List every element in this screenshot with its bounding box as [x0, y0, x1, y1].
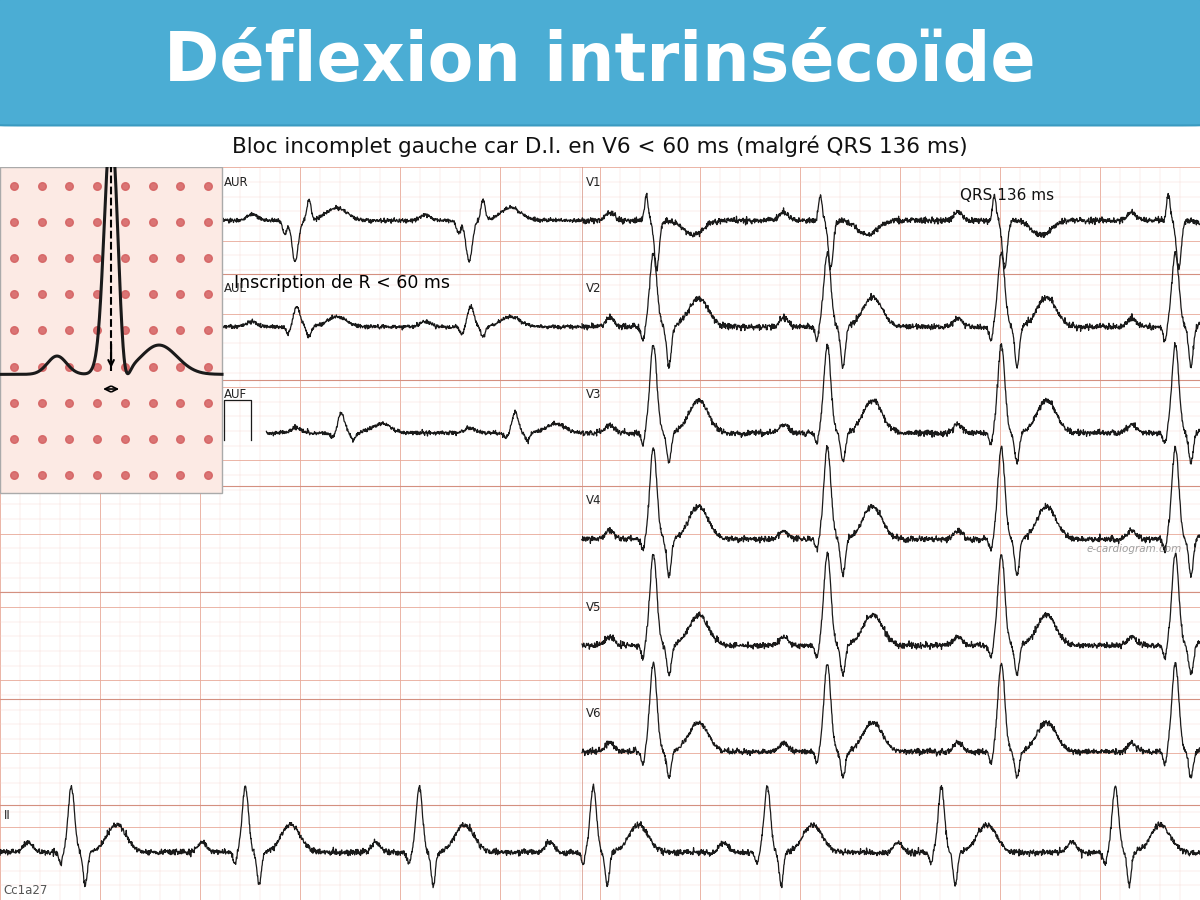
- FancyBboxPatch shape: [0, 0, 1200, 125]
- Text: AUR: AUR: [224, 176, 250, 189]
- Text: Déflexion intrinsécoïde: Déflexion intrinsécoïde: [164, 29, 1036, 95]
- Text: QRS 136 ms: QRS 136 ms: [960, 188, 1054, 203]
- Text: V5: V5: [586, 600, 601, 614]
- Text: V1: V1: [586, 176, 601, 189]
- Text: V4: V4: [586, 494, 601, 508]
- Text: II: II: [4, 809, 11, 823]
- Text: V6: V6: [586, 706, 601, 720]
- Text: V2: V2: [586, 282, 601, 295]
- Text: Inscription de R < 60 ms: Inscription de R < 60 ms: [234, 274, 450, 292]
- Text: AUL: AUL: [224, 282, 247, 295]
- Text: Bloc incomplet gauche car D.I. en V6 < 60 ms (malgré QRS 136 ms): Bloc incomplet gauche car D.I. en V6 < 6…: [232, 135, 968, 157]
- Bar: [0, 167, 222, 493]
- Text: Cc1a27: Cc1a27: [4, 884, 48, 897]
- Text: AUF: AUF: [224, 388, 247, 401]
- Text: e-cardiogram.com: e-cardiogram.com: [1087, 544, 1182, 554]
- Text: V3: V3: [586, 388, 601, 401]
